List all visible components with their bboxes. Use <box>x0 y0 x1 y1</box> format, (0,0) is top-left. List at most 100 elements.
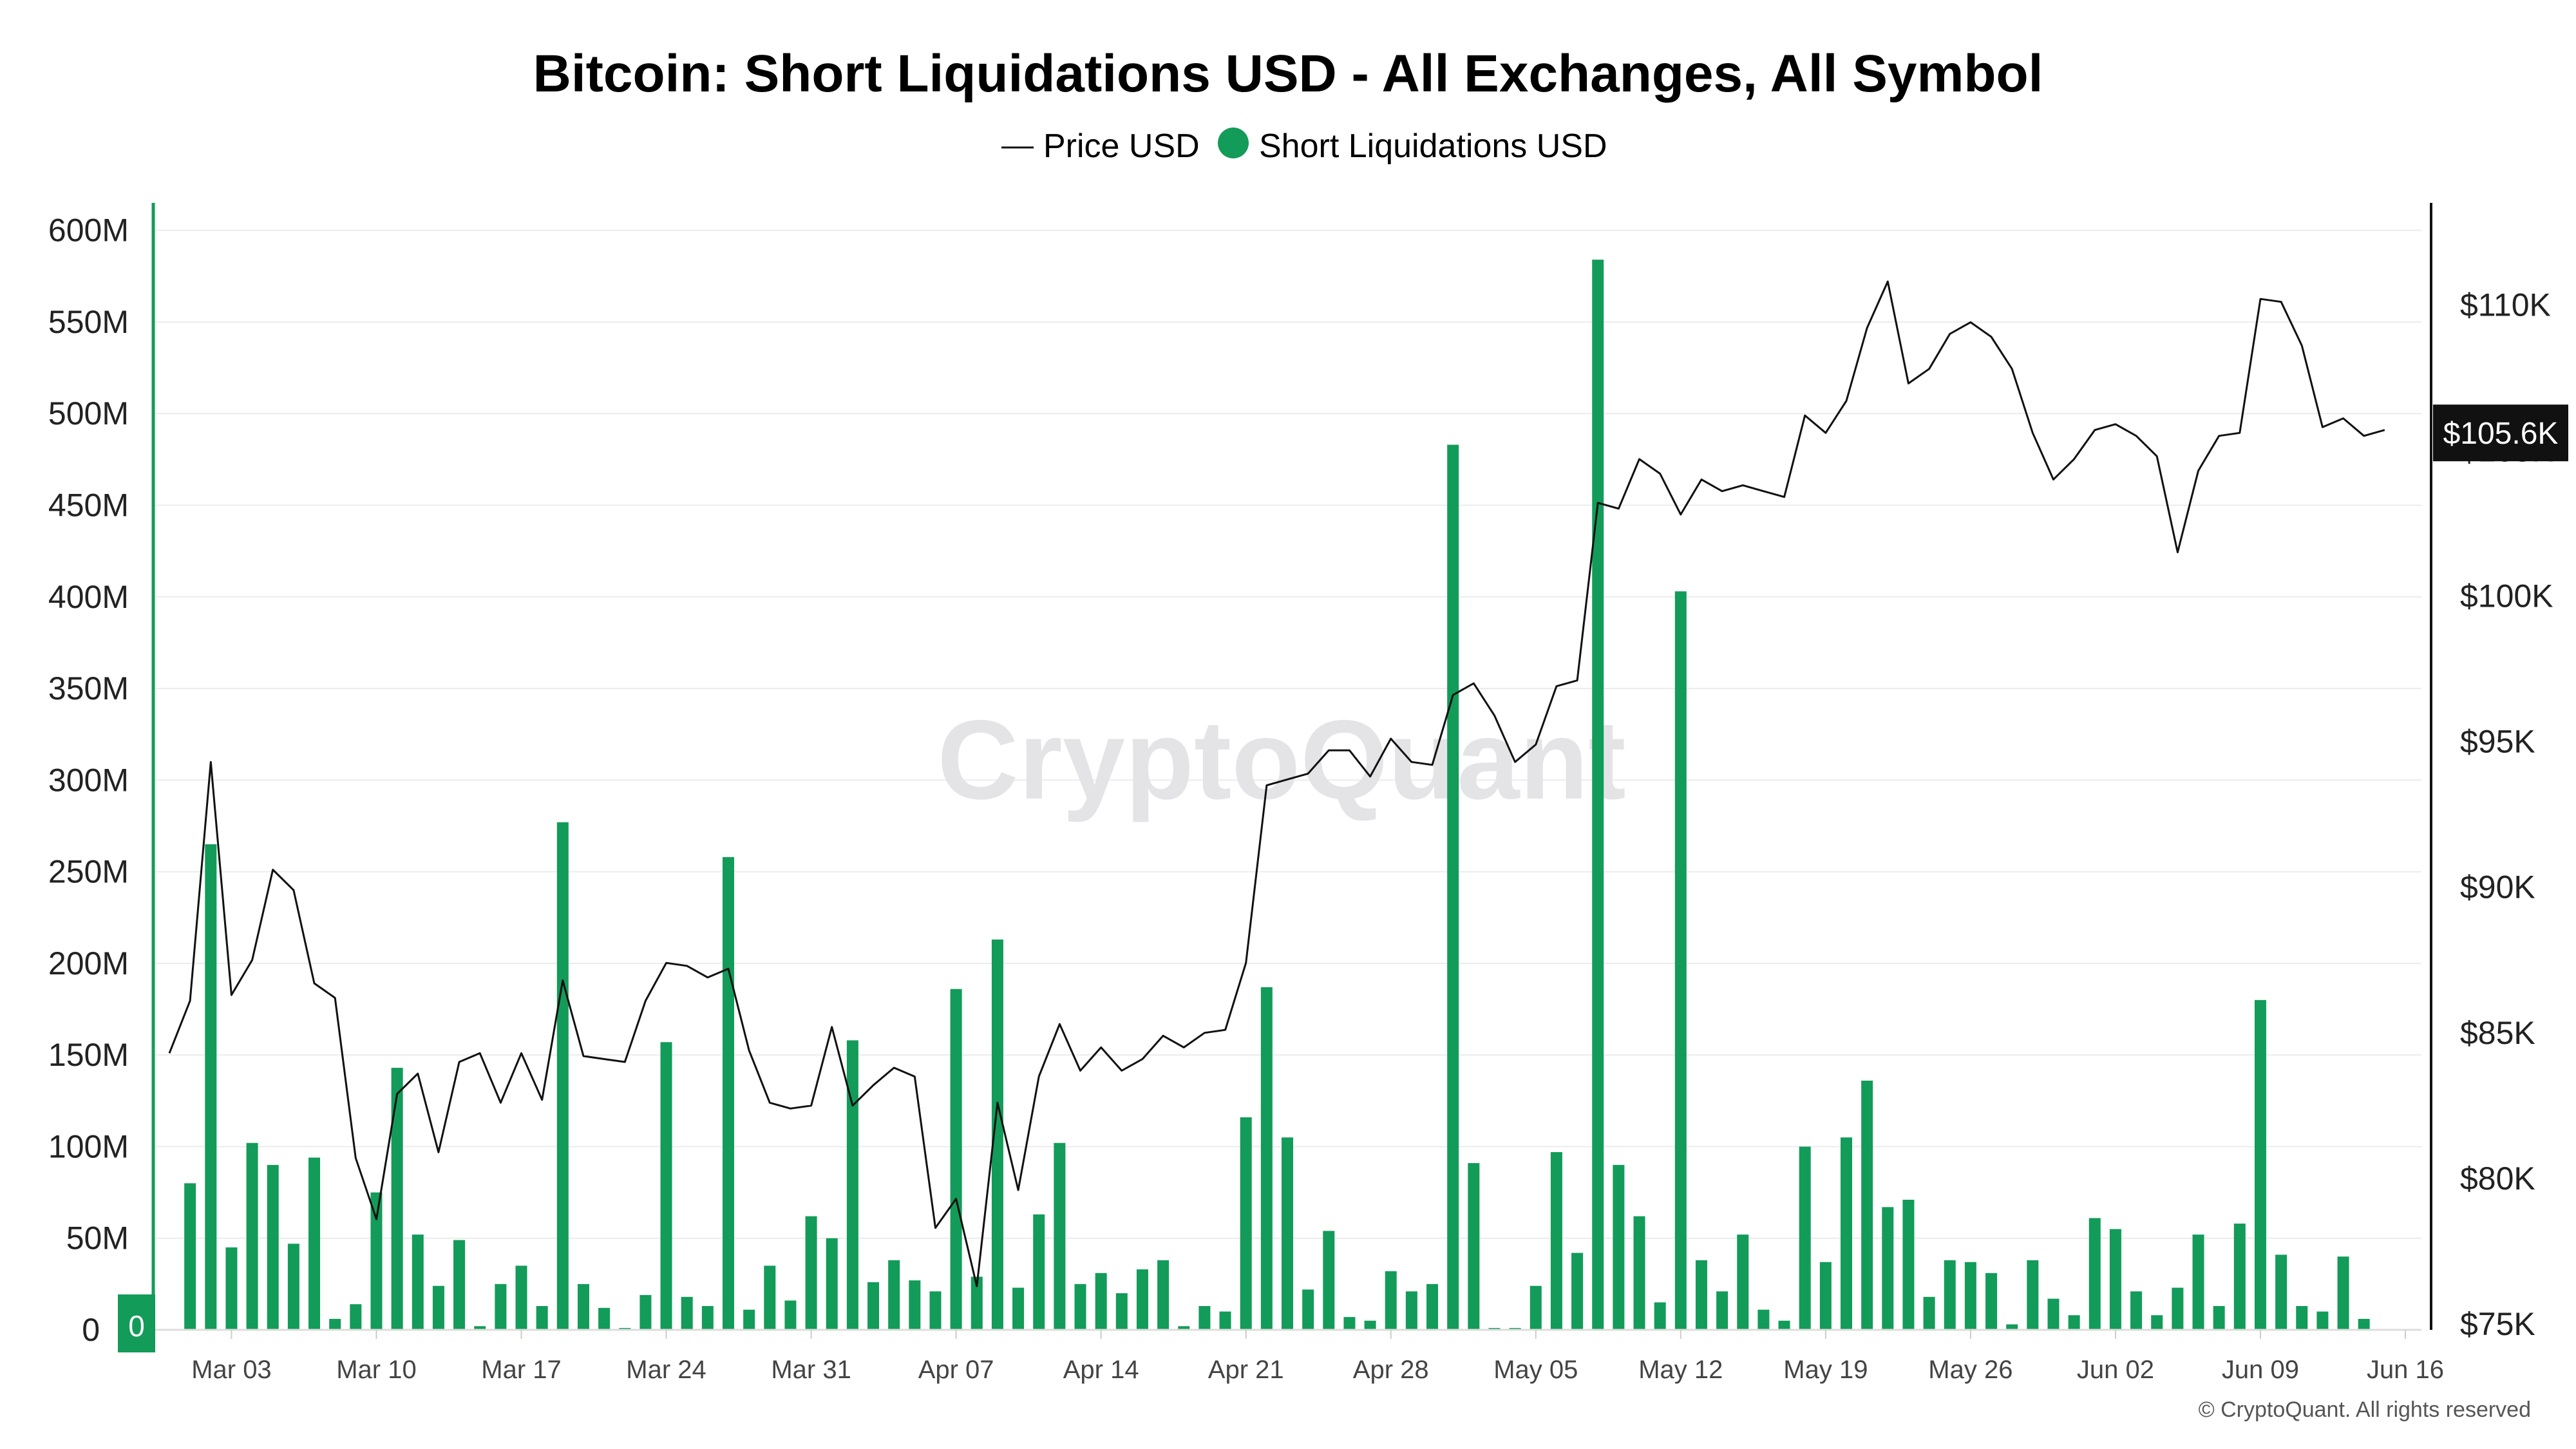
short-liquidation-bar <box>1302 1289 1314 1330</box>
x-tick-label: Apr 21 <box>1208 1356 1284 1384</box>
short-liquidation-bar <box>1198 1306 1211 1330</box>
price-line <box>168 280 2385 1287</box>
short-liquidation-bar <box>764 1265 776 1330</box>
short-liquidation-bar <box>784 1300 797 1330</box>
short-liquidation-bar <box>1054 1142 1066 1330</box>
x-tick-label: May 26 <box>1928 1356 2012 1384</box>
y-right-tick-label: $85K <box>2460 1015 2535 1051</box>
price-line-series <box>168 280 2385 1287</box>
short-liquidation-bar <box>1674 591 1687 1331</box>
short-liquidation-bar <box>1799 1146 1811 1330</box>
short-liquidation-bar <box>350 1304 362 1330</box>
short-liquidation-bar <box>2254 999 2266 1330</box>
short-liquidation-bar <box>1737 1235 1749 1330</box>
short-liquidation-bar <box>370 1192 383 1330</box>
y-right-tick-label: $100K <box>2460 578 2553 614</box>
short-liquidation-bar <box>308 1157 321 1330</box>
short-liquidation-bar <box>391 1068 403 1330</box>
y-left-tick-label: 150M <box>48 1037 129 1073</box>
y-left-tick-label: 0 <box>82 1312 100 1348</box>
short-liquidation-bar <box>1902 1199 1915 1330</box>
y-right-tick-label: $90K <box>2460 869 2535 905</box>
short-liquidation-bar <box>1923 1296 1935 1330</box>
watermark: CryptoQuant <box>937 697 1625 823</box>
left-zero-badge-label: 0 <box>128 1309 145 1343</box>
short-liquidation-bar <box>2109 1229 2121 1330</box>
short-liquidation-bar <box>1282 1137 1293 1330</box>
short-liquidation-bar <box>2337 1256 2349 1330</box>
short-liquidation-bar <box>2006 1324 2018 1330</box>
current-price-tag-label: $105.6K <box>2443 417 2559 451</box>
short-liquidation-bar <box>1260 987 1273 1330</box>
short-liquidation-bar <box>846 1040 858 1330</box>
short-liquidation-bar <box>660 1042 672 1330</box>
short-liquidation-bar <box>701 1306 714 1330</box>
short-liquidation-bar <box>1613 1164 1625 1330</box>
short-liquidation-bar <box>2088 1218 2101 1330</box>
y-left-tick-label: 500M <box>48 395 129 431</box>
short-liquidation-bar <box>184 1183 196 1330</box>
short-liquidation-bar <box>971 1276 983 1330</box>
x-tick-label: May 12 <box>1638 1356 1723 1384</box>
x-tick-label: Mar 10 <box>336 1356 417 1384</box>
short-liquidation-bar <box>2213 1306 2225 1330</box>
left-y-ticks: 0 50M 100M 150M 200M 250M 300M 350M 400M 450M 500M… <box>48 213 129 1348</box>
short-liquidation-bar <box>453 1240 466 1330</box>
short-liquidation-bar <box>536 1306 548 1330</box>
short-liquidation-bar <box>867 1282 880 1330</box>
short-liquidation-bar <box>2192 1235 2204 1330</box>
x-tick-label: Mar 03 <box>191 1356 272 1384</box>
short-liquidation-bar <box>1944 1260 1956 1330</box>
short-liquidation-bar <box>1343 1317 1356 1330</box>
y-left-tick-label: 300M <box>48 762 129 798</box>
y-right-tick-label: $75K <box>2460 1306 2535 1342</box>
x-tick-label: Mar 24 <box>626 1356 706 1384</box>
short-liquidation-bar <box>826 1238 838 1330</box>
y-right-tick-label: $80K <box>2460 1160 2535 1197</box>
short-liquidation-bar <box>1757 1309 1770 1330</box>
short-liquidation-bar <box>1385 1271 1397 1330</box>
short-liquidation-bar <box>1841 1137 1852 1330</box>
x-tick-label: Apr 07 <box>918 1356 994 1384</box>
short-liquidation-bar <box>515 1265 527 1330</box>
x-ticks: Mar 03 Mar 10 Mar 17 Mar 24 Mar 31 Apr 07 Apr … <box>191 1330 2444 1384</box>
short-liquidation-bar <box>1778 1320 1790 1330</box>
short-liquidation-bar <box>1819 1262 1832 1330</box>
short-liquidation-bar <box>2151 1315 2163 1330</box>
short-liquidation-bar <box>1447 444 1459 1330</box>
short-liquidation-bar <box>1695 1260 1707 1330</box>
short-liquidation-bar <box>888 1260 900 1330</box>
short-liquidation-bar <box>1468 1163 1480 1330</box>
short-liquidation-bar <box>1115 1293 1128 1330</box>
short-liquidation-bar <box>1095 1273 1107 1330</box>
short-liquidation-bar <box>950 989 962 1330</box>
short-liquidation-bar <box>2275 1255 2287 1330</box>
short-liquidation-bar <box>2316 1311 2329 1330</box>
x-tick-label: Jun 02 <box>2077 1356 2154 1384</box>
short-liquidation-bar <box>2172 1287 2184 1330</box>
y-right-tick-label: $110K <box>2460 287 2551 323</box>
short-liquidation-bar <box>1136 1269 1148 1330</box>
short-liquidation-bar <box>1571 1253 1584 1330</box>
short-liquidation-bar <box>1550 1151 1562 1330</box>
short-liquidation-bar <box>2130 1291 2143 1330</box>
short-liquidation-bar <box>205 844 217 1330</box>
short-liquidation-bar <box>909 1280 921 1330</box>
short-liquidation-bar <box>1364 1320 1376 1330</box>
current-price-tag: $105.6K <box>2433 404 2568 462</box>
short-liquidation-bar <box>1426 1283 1439 1330</box>
x-tick-label: Apr 28 <box>1353 1356 1429 1384</box>
short-liquidation-bar <box>1985 1273 1998 1330</box>
y-left-tick-label: 350M <box>48 670 129 706</box>
short-liquidation-bar <box>1157 1260 1170 1330</box>
y-left-tick-label: 600M <box>48 213 129 249</box>
short-liquidation-bar <box>991 939 1003 1330</box>
bar-series <box>184 260 2370 1331</box>
y-left-tick-label: 250M <box>48 854 129 890</box>
x-tick-label: May 19 <box>1783 1356 1868 1384</box>
short-liquidation-bar <box>267 1164 279 1330</box>
short-liquidation-bar <box>2047 1298 2060 1330</box>
short-liquidation-bar <box>743 1309 755 1330</box>
short-liquidation-bar <box>1323 1231 1335 1330</box>
short-liquidation-bar <box>1654 1302 1666 1330</box>
